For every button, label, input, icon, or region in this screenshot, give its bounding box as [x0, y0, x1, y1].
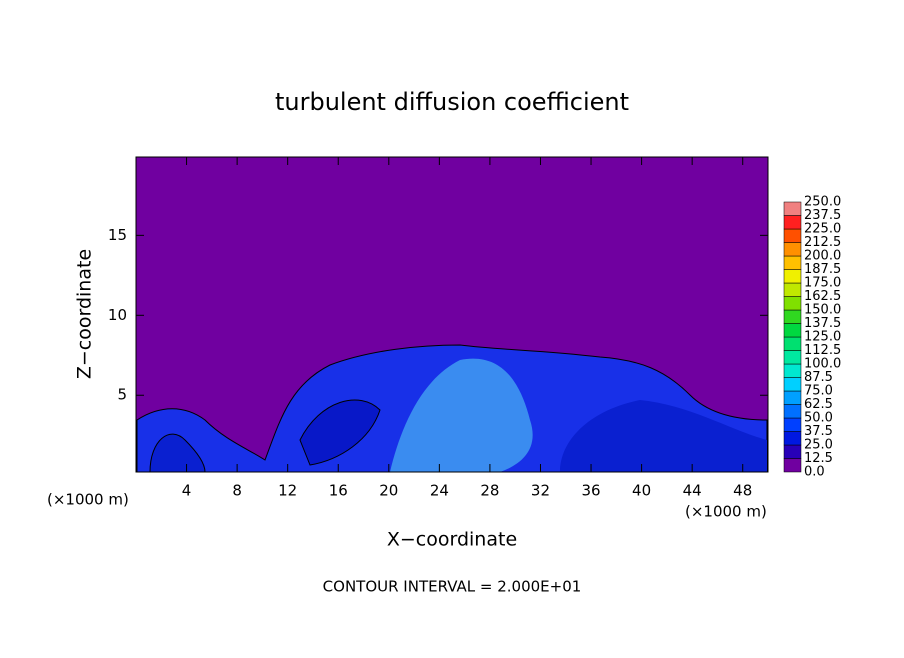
- field-shapes: [136, 344, 768, 473]
- y-tick-label: 15: [108, 226, 127, 244]
- x-tick-label: 8: [232, 482, 242, 500]
- colorbar-label: 87.5: [804, 370, 833, 385]
- colorbar-label: 250.0: [804, 195, 841, 210]
- colorbar-label: 100.0: [804, 357, 841, 372]
- colorbar-label: 137.5: [804, 316, 841, 331]
- x-tick-label: 44: [683, 482, 702, 500]
- colorbar-bin: [783, 323, 802, 338]
- colorbar-bin: [783, 444, 802, 459]
- x-unit-label: (×1000 m): [685, 503, 767, 521]
- colorbar-bin: [783, 269, 802, 284]
- colorbar-label: 200.0: [804, 249, 841, 264]
- colorbar-label: 237.5: [804, 208, 841, 223]
- x-unit-label: (×1000 m): [47, 491, 129, 509]
- colorbar-bin: [783, 228, 802, 243]
- x-tick-label: 20: [379, 482, 398, 500]
- colorbar-bin: [783, 296, 802, 311]
- colorbar-label: 187.5: [804, 262, 841, 277]
- colorbar-bin: [783, 417, 802, 432]
- x-tick-label: 28: [480, 482, 499, 500]
- x-tick-label: 32: [531, 482, 550, 500]
- colorbar-bin: [783, 201, 802, 216]
- colorbar-label: 125.0: [804, 330, 841, 345]
- colorbar-label: 12.5: [804, 451, 833, 466]
- y-tick-label: 5: [117, 386, 127, 404]
- colorbar-bin: [783, 309, 802, 324]
- colorbar-label: 212.5: [804, 235, 841, 250]
- colorbar-label: 75.0: [804, 384, 833, 399]
- footer-note: CONTOUR INTERVAL = 2.000E+01: [323, 578, 582, 596]
- y-axis-label: Z−coordinate: [74, 249, 96, 379]
- colorbar-bin: [783, 458, 802, 473]
- colorbar-bin: [783, 363, 802, 378]
- colorbar-label: 0.0: [804, 465, 825, 480]
- x-tick-label: 12: [278, 482, 297, 500]
- x-tick-label: 48: [733, 482, 752, 500]
- colorbar-label: 225.0: [804, 222, 841, 237]
- x-tick-label: 40: [632, 482, 651, 500]
- x-tick-label: 16: [329, 482, 348, 500]
- x-tick-label: 36: [581, 482, 600, 500]
- x-tick-label: 24: [430, 482, 449, 500]
- chart-title: turbulent diffusion coefficient: [275, 88, 629, 116]
- colorbar-label: 112.5: [804, 343, 841, 358]
- colorbar-bin: [783, 377, 802, 392]
- colorbar-bin: [783, 390, 802, 405]
- colorbar-label: 175.0: [804, 276, 841, 291]
- colorbar-label: 162.5: [804, 289, 841, 304]
- colorbar-label: 25.0: [804, 438, 833, 453]
- colorbar-bin: [783, 404, 802, 419]
- colorbar-bin: [783, 350, 802, 365]
- colorbar-label: 37.5: [804, 424, 833, 439]
- colorbar-bin: [783, 282, 802, 297]
- colorbar-bin: [783, 431, 802, 446]
- colorbar-bin: [783, 255, 802, 270]
- colorbar-label: 62.5: [804, 397, 833, 412]
- x-axis-label: X−coordinate: [387, 529, 517, 551]
- colorbar-label: 150.0: [804, 303, 841, 318]
- colorbar-bin: [783, 215, 802, 230]
- y-tick-label: 10: [108, 306, 127, 324]
- x-tick-label: 4: [182, 482, 192, 500]
- colorbar-bin: [783, 242, 802, 257]
- colorbar-bin: [783, 336, 802, 351]
- colorbar-label: 50.0: [804, 411, 833, 426]
- plot-frame: [135, 156, 769, 473]
